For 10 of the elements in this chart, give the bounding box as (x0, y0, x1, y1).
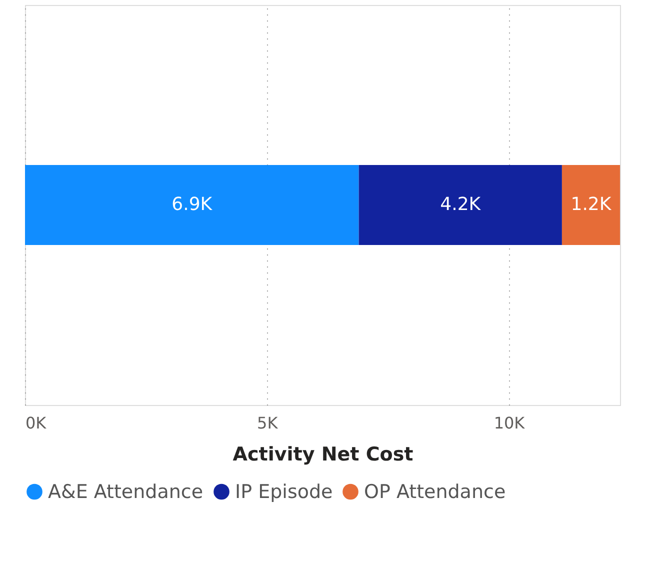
data-label: 1.2K (570, 194, 612, 215)
x-tick-label: 0K (26, 414, 47, 432)
data-label: 6.9K (172, 194, 214, 215)
data-label: 4.2K (440, 194, 482, 215)
legend-label: A&E Attendance (48, 480, 204, 503)
x-axis-title: Activity Net Cost (232, 444, 414, 466)
legend-label: IP Episode (235, 480, 333, 503)
legend-label: OP Attendance (364, 480, 506, 503)
x-tick-label: 5K (257, 414, 278, 432)
x-tick-label: 10K (494, 414, 526, 432)
